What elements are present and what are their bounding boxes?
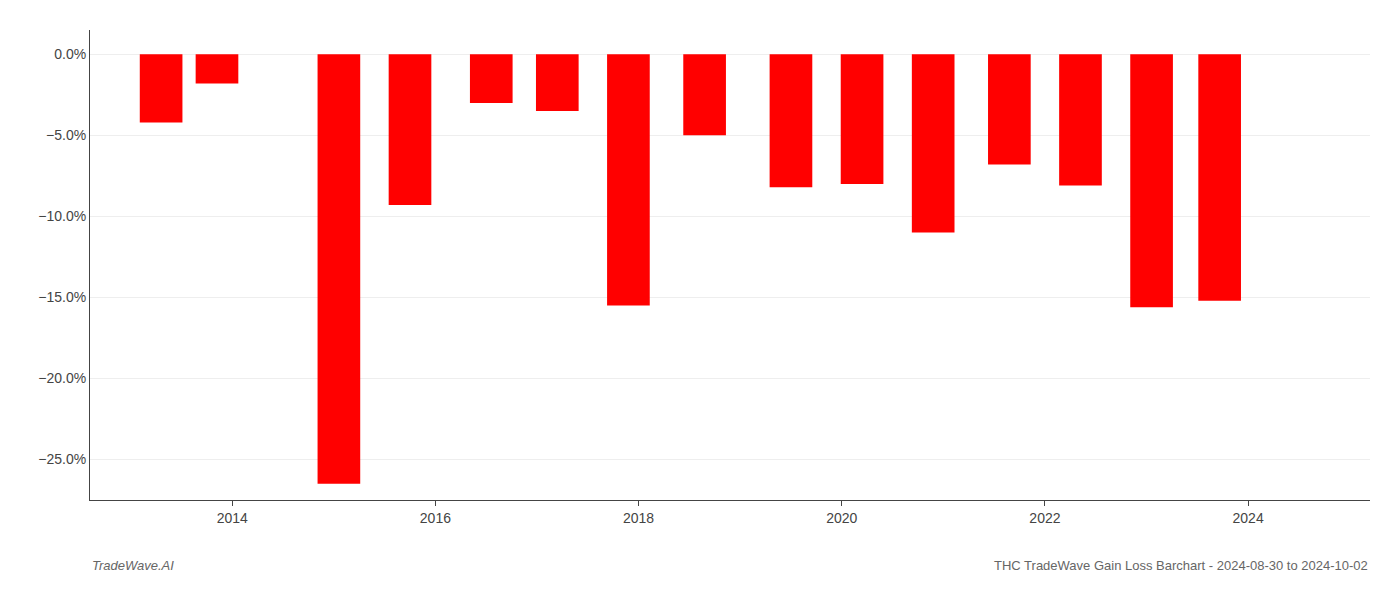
svg-text:−20.0%: −20.0% bbox=[38, 370, 86, 386]
svg-text:2022: 2022 bbox=[1029, 510, 1060, 526]
svg-text:−10.0%: −10.0% bbox=[38, 208, 86, 224]
svg-text:2020: 2020 bbox=[826, 510, 857, 526]
svg-text:−25.0%: −25.0% bbox=[38, 451, 86, 467]
svg-text:THC TradeWave Gain Loss Barcha: THC TradeWave Gain Loss Barchart - 2024-… bbox=[994, 558, 1368, 573]
svg-text:−15.0%: −15.0% bbox=[38, 289, 86, 305]
svg-text:−5.0%: −5.0% bbox=[46, 127, 86, 143]
svg-text:2016: 2016 bbox=[420, 510, 451, 526]
svg-text:2014: 2014 bbox=[217, 510, 248, 526]
svg-text:2024: 2024 bbox=[1233, 510, 1264, 526]
svg-text:0.0%: 0.0% bbox=[54, 46, 86, 62]
svg-text:TradeWave.AI: TradeWave.AI bbox=[92, 558, 174, 573]
svg-text:2018: 2018 bbox=[623, 510, 654, 526]
